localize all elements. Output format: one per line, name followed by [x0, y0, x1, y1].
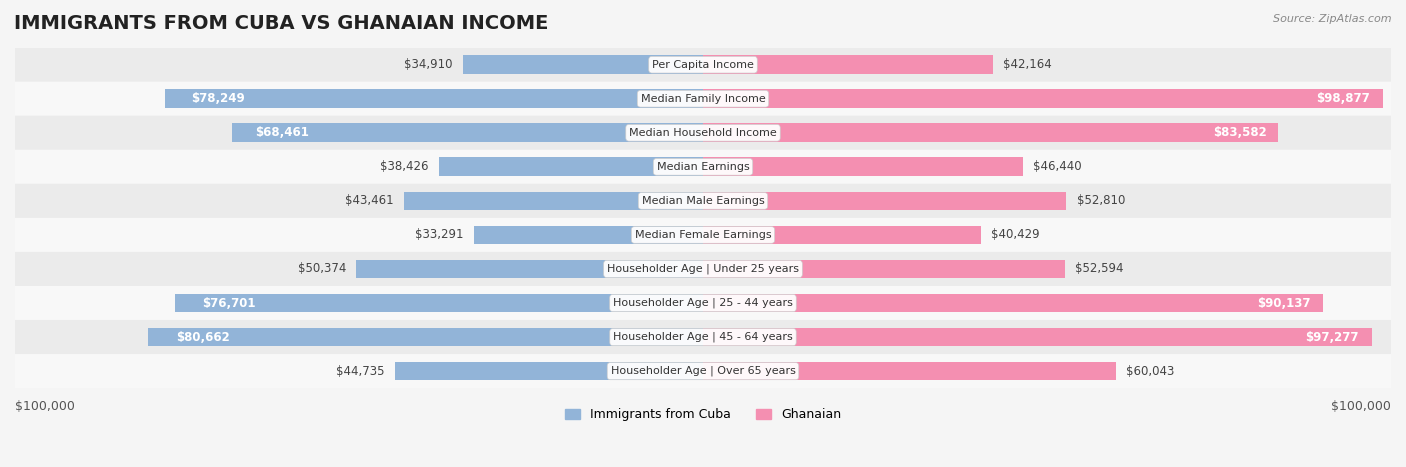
Legend: Immigrants from Cuba, Ghanaian: Immigrants from Cuba, Ghanaian — [560, 403, 846, 426]
Text: Householder Age | 45 - 64 years: Householder Age | 45 - 64 years — [613, 332, 793, 342]
FancyBboxPatch shape — [15, 218, 1391, 252]
Text: $43,461: $43,461 — [344, 194, 394, 207]
Text: $100,000: $100,000 — [1331, 400, 1391, 413]
Text: $50,374: $50,374 — [298, 262, 346, 276]
Text: Householder Age | 25 - 44 years: Householder Age | 25 - 44 years — [613, 298, 793, 308]
Bar — [703, 294, 1323, 312]
FancyBboxPatch shape — [15, 116, 1391, 150]
Bar — [474, 226, 703, 244]
Text: IMMIGRANTS FROM CUBA VS GHANAIAN INCOME: IMMIGRANTS FROM CUBA VS GHANAIAN INCOME — [14, 14, 548, 33]
Bar — [703, 56, 993, 74]
Bar — [703, 260, 1064, 278]
Text: $40,429: $40,429 — [991, 228, 1040, 241]
Text: $90,137: $90,137 — [1257, 297, 1310, 310]
Bar — [703, 89, 1384, 108]
Text: $83,582: $83,582 — [1213, 126, 1267, 139]
Text: $76,701: $76,701 — [201, 297, 254, 310]
Text: $34,910: $34,910 — [404, 58, 453, 71]
Text: Per Capita Income: Per Capita Income — [652, 60, 754, 70]
Text: $68,461: $68,461 — [256, 126, 309, 139]
Text: $80,662: $80,662 — [176, 331, 229, 344]
Text: Median Male Earnings: Median Male Earnings — [641, 196, 765, 206]
Bar — [148, 328, 703, 347]
Bar — [703, 328, 1372, 347]
Text: Median Earnings: Median Earnings — [657, 162, 749, 172]
Text: Median Female Earnings: Median Female Earnings — [634, 230, 772, 240]
Bar — [703, 362, 1116, 381]
Text: $52,810: $52,810 — [1077, 194, 1125, 207]
Text: Householder Age | Under 25 years: Householder Age | Under 25 years — [607, 264, 799, 274]
Bar — [357, 260, 703, 278]
Text: $78,249: $78,249 — [191, 92, 245, 105]
Text: $98,877: $98,877 — [1316, 92, 1369, 105]
Bar — [463, 56, 703, 74]
Text: Median Family Income: Median Family Income — [641, 94, 765, 104]
Text: $33,291: $33,291 — [415, 228, 464, 241]
Text: $97,277: $97,277 — [1305, 331, 1358, 344]
FancyBboxPatch shape — [15, 184, 1391, 218]
Bar — [703, 226, 981, 244]
FancyBboxPatch shape — [15, 354, 1391, 388]
FancyBboxPatch shape — [15, 286, 1391, 320]
Bar — [439, 157, 703, 176]
Bar — [703, 157, 1022, 176]
Bar — [232, 123, 703, 142]
Text: $46,440: $46,440 — [1033, 160, 1081, 173]
Bar — [703, 191, 1066, 210]
FancyBboxPatch shape — [15, 48, 1391, 82]
Bar — [703, 123, 1278, 142]
Text: $52,594: $52,594 — [1076, 262, 1123, 276]
FancyBboxPatch shape — [15, 150, 1391, 184]
Text: Median Household Income: Median Household Income — [628, 128, 778, 138]
FancyBboxPatch shape — [15, 320, 1391, 354]
Bar — [395, 362, 703, 381]
Bar — [165, 89, 703, 108]
Text: $44,735: $44,735 — [336, 365, 385, 378]
Text: $42,164: $42,164 — [1004, 58, 1052, 71]
Text: $38,426: $38,426 — [380, 160, 429, 173]
Text: $100,000: $100,000 — [15, 400, 75, 413]
Text: $60,043: $60,043 — [1126, 365, 1175, 378]
Bar — [404, 191, 703, 210]
FancyBboxPatch shape — [15, 252, 1391, 286]
Bar — [176, 294, 703, 312]
Text: Source: ZipAtlas.com: Source: ZipAtlas.com — [1274, 14, 1392, 24]
Text: Householder Age | Over 65 years: Householder Age | Over 65 years — [610, 366, 796, 376]
FancyBboxPatch shape — [15, 82, 1391, 116]
